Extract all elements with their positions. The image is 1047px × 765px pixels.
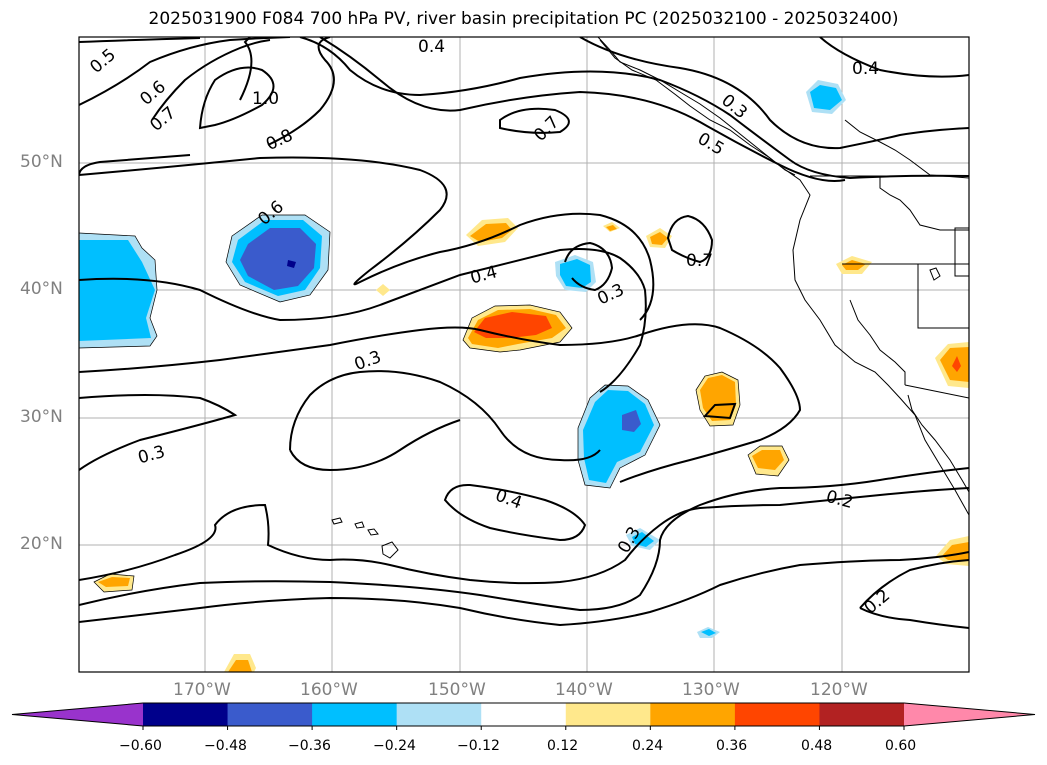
contour-label: 0.5 — [694, 129, 727, 160]
colorbar-segment — [312, 703, 398, 726]
coastlines — [597, 37, 969, 516]
colorbar — [11, 702, 1036, 730]
colorbar-segment — [143, 703, 229, 726]
colorbar-segment — [650, 703, 736, 726]
colorbar-tick-label: −0.60 — [119, 738, 162, 754]
pv-contours — [79, 37, 969, 629]
colorbar-extend-min — [12, 703, 143, 726]
lat-label-30n: 30°N — [20, 407, 63, 427]
contour-label: 0.7 — [530, 112, 563, 145]
lat-label-20n: 20°N — [20, 534, 63, 554]
lat-label-40n: 40°N — [20, 279, 63, 299]
contour-label: 0.3 — [594, 280, 627, 310]
colorbar-tick-label: 0.36 — [716, 738, 748, 754]
contour-label: 0.5 — [86, 45, 120, 78]
contour-label: 1.0 — [252, 89, 279, 109]
contour-label: 0.7 — [146, 103, 180, 136]
colorbar-segment — [481, 703, 567, 726]
colorbar-segment — [819, 703, 905, 726]
colorbar-segment — [565, 703, 651, 726]
gridlines — [79, 37, 969, 672]
lon-label-170w: 170°W — [173, 680, 231, 700]
lat-label-50n: 50°N — [20, 152, 63, 172]
colorbar-tick-label: −0.36 — [288, 738, 331, 754]
colorbar-segment — [227, 703, 313, 726]
hawaiian-islands — [331, 517, 399, 559]
shading-outlines — [79, 214, 790, 593]
lon-label-150w: 150°W — [428, 680, 486, 700]
colorbar-tick-label: −0.12 — [457, 738, 500, 754]
precip-shading — [79, 80, 969, 672]
colorbar-tick-label: 0.24 — [632, 738, 664, 754]
colorbar-tick-label: −0.48 — [204, 738, 247, 754]
contour-label: 0.2 — [861, 586, 895, 619]
colorbar-extend-max — [904, 703, 1035, 726]
lon-label-140w: 140°W — [555, 680, 613, 700]
contour-label: 0.3 — [136, 442, 167, 468]
colorbar-segment — [396, 703, 482, 726]
colorbar-tick-label: 0.12 — [547, 738, 579, 754]
contour-label: 0.4 — [852, 59, 879, 79]
colorbar-tick-label: −0.24 — [373, 738, 416, 754]
contour-label: 0.2 — [824, 487, 855, 513]
contour-label: 0.8 — [263, 125, 296, 155]
lon-label-120w: 120°W — [810, 680, 868, 700]
contour-label: 0.4 — [418, 37, 445, 57]
lon-label-130w: 130°W — [682, 680, 740, 700]
contour-label: 0.4 — [468, 262, 499, 288]
colorbar-segment — [734, 703, 820, 726]
lon-label-160w: 160°W — [300, 680, 358, 700]
contour-label: 0.7 — [686, 251, 713, 271]
map-title: 2025031900 F084 700 hPa PV, river basin … — [148, 9, 899, 29]
colorbar-tick-label: 0.48 — [801, 738, 833, 754]
map-frame — [78, 36, 970, 673]
contour-label: 0.4 — [492, 485, 524, 513]
colorbar-tick-label: 0.60 — [885, 738, 917, 754]
